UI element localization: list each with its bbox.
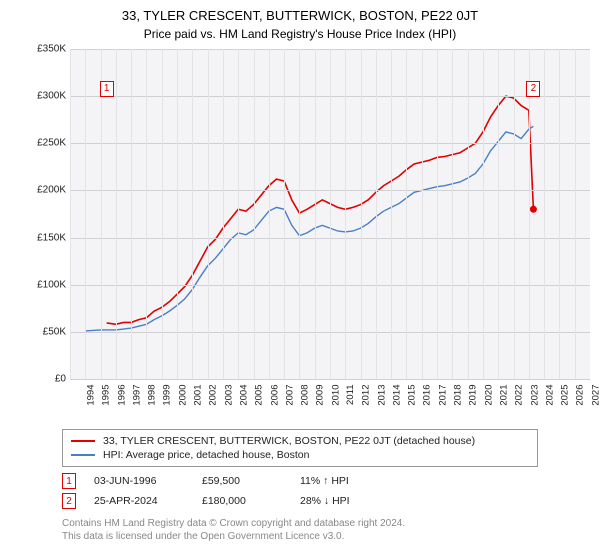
x-axis-label: 2026 <box>575 385 586 406</box>
event-row: 2 25-APR-2024 £180,000 28% ↓ HPI <box>62 493 590 509</box>
event-marker: 2 <box>526 81 540 97</box>
footer-line-2: This data is licensed under the Open Gov… <box>62 530 590 543</box>
legend-swatch <box>71 454 95 456</box>
x-axis-label: 2008 <box>300 385 311 406</box>
legend-label: 33, TYLER CRESCENT, BUTTERWICK, BOSTON, … <box>103 435 475 447</box>
x-axis-label: 2010 <box>330 385 341 406</box>
x-axis-label: 2004 <box>239 385 250 406</box>
x-axis-label: 2007 <box>284 385 295 406</box>
x-axis-label: 2020 <box>483 385 494 406</box>
x-axis-label: 2009 <box>315 385 326 406</box>
x-axis-label: 1995 <box>101 385 112 406</box>
y-axis-label: £0 <box>28 374 66 385</box>
y-axis-label: £50K <box>28 326 66 337</box>
x-axis-label: 2018 <box>453 385 464 406</box>
x-axis-label: 2021 <box>499 385 510 406</box>
end-point-dot <box>530 206 537 213</box>
legend-row: 33, TYLER CRESCENT, BUTTERWICK, BOSTON, … <box>71 434 529 448</box>
event-pct: 28% ↓ HPI <box>300 495 400 507</box>
event-price: £180,000 <box>202 495 282 507</box>
legend-row: HPI: Average price, detached house, Bost… <box>71 448 529 462</box>
series-line <box>107 96 534 324</box>
x-axis-label: 2015 <box>407 385 418 406</box>
x-axis-label: 2022 <box>514 385 525 406</box>
legend-box: 33, TYLER CRESCENT, BUTTERWICK, BOSTON, … <box>62 429 538 467</box>
x-axis-label: 2014 <box>392 385 403 406</box>
y-axis-label: £350K <box>28 44 66 55</box>
event-pct: 11% ↑ HPI <box>300 475 400 487</box>
event-marker-inline: 2 <box>62 493 76 509</box>
x-axis-label: 2024 <box>544 385 555 406</box>
y-axis-label: £200K <box>28 185 66 196</box>
x-axis-label: 2023 <box>529 385 540 406</box>
x-axis-label: 2011 <box>345 385 356 405</box>
y-axis-label: £300K <box>28 91 66 102</box>
chart-title: 33, TYLER CRESCENT, BUTTERWICK, BOSTON, … <box>10 8 590 23</box>
chart-container: 33, TYLER CRESCENT, BUTTERWICK, BOSTON, … <box>0 0 600 560</box>
x-axis-label: 2017 <box>437 385 448 406</box>
x-axis-label: 2006 <box>269 385 280 406</box>
chart-area: 12 £0£50K£100K£150K£200K£250K£300K£350K1… <box>30 49 590 399</box>
x-axis-label: 2005 <box>254 385 265 406</box>
x-axis-label: 2000 <box>177 385 188 406</box>
events-list: 1 03-JUN-1996 £59,500 11% ↑ HPI 2 25-APR-2024… <box>10 473 590 509</box>
footer-attribution: Contains HM Land Registry data © Crown c… <box>62 517 590 543</box>
event-date: 25-APR-2024 <box>94 495 184 507</box>
x-axis-label: 2001 <box>193 385 204 406</box>
event-price: £59,500 <box>202 475 282 487</box>
x-axis-label: 1994 <box>86 385 97 406</box>
y-axis-label: £250K <box>28 138 66 149</box>
legend-label: HPI: Average price, detached house, Bost… <box>103 449 309 461</box>
event-marker: 1 <box>100 81 114 97</box>
x-axis-label: 2013 <box>376 385 387 406</box>
y-axis-label: £150K <box>28 232 66 243</box>
legend-swatch <box>71 440 95 442</box>
event-date: 03-JUN-1996 <box>94 475 184 487</box>
x-axis-label: 2019 <box>468 385 479 406</box>
footer-line-1: Contains HM Land Registry data © Crown c… <box>62 517 590 530</box>
chart-subtitle: Price paid vs. HM Land Registry's House … <box>10 27 590 41</box>
x-axis-label: 2002 <box>208 385 219 406</box>
x-axis-label: 1999 <box>162 385 173 406</box>
plot-background: 12 <box>70 49 590 379</box>
x-axis-label: 1998 <box>147 385 158 406</box>
x-axis-label: 2012 <box>361 385 372 406</box>
x-axis-label: 2025 <box>560 385 571 406</box>
x-axis-label: 1996 <box>116 385 127 406</box>
series-line <box>85 126 533 331</box>
y-axis-label: £100K <box>28 279 66 290</box>
x-axis-label: 2027 <box>590 385 600 406</box>
x-axis-label: 2003 <box>223 385 234 406</box>
x-axis-label: 1997 <box>132 385 143 406</box>
event-row: 1 03-JUN-1996 £59,500 11% ↑ HPI <box>62 473 590 489</box>
event-marker-inline: 1 <box>62 473 76 489</box>
x-axis-label: 2016 <box>422 385 433 406</box>
